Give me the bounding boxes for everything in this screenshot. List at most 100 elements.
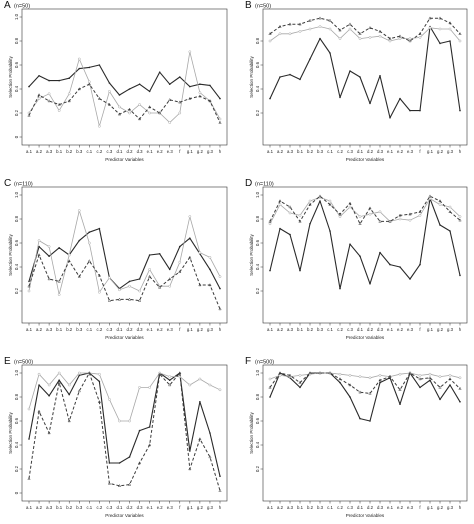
data-point-dotted xyxy=(148,386,151,389)
data-point-solid xyxy=(379,75,381,77)
data-point-dotted xyxy=(57,293,61,296)
data-point-dashed xyxy=(97,96,101,100)
y-tick-label: 0.2 xyxy=(255,287,260,294)
data-point-solid xyxy=(118,94,121,96)
series-line-solid xyxy=(28,228,221,290)
data-point-dashed xyxy=(448,377,452,381)
data-point-dashed xyxy=(288,205,292,209)
x-tick-label: a.2 xyxy=(277,327,284,332)
x-axis-label: Predictor Variables xyxy=(346,157,385,162)
x-tick-label: e.1 xyxy=(147,505,154,510)
data-point-solid xyxy=(88,231,91,233)
x-tick-label: a.1 xyxy=(267,327,274,332)
x-tick-label: b.1 xyxy=(297,505,304,510)
data-point-solid xyxy=(38,75,40,77)
data-point-dotted xyxy=(188,383,192,387)
data-point-dotted xyxy=(338,37,342,40)
data-point-dotted xyxy=(298,214,302,217)
data-point-solid xyxy=(209,432,211,434)
data-point-dotted xyxy=(138,289,141,293)
data-point-dashed xyxy=(178,100,182,104)
data-point-dotted xyxy=(138,386,141,389)
data-point-dotted xyxy=(438,27,442,31)
data-point-dashed xyxy=(47,277,51,281)
data-point-solid xyxy=(219,287,221,290)
x-tick-label: a.1 xyxy=(26,149,33,154)
data-point-solid xyxy=(299,78,301,81)
data-point-dashed xyxy=(398,213,402,217)
data-point-dashed xyxy=(278,24,282,28)
x-tick-label: e.2 xyxy=(397,327,404,332)
x-tick-label: g.2 xyxy=(197,327,204,332)
x-tick-label: g.2 xyxy=(437,327,444,332)
x-tick-label: g.1 xyxy=(427,149,434,154)
plot-frame xyxy=(21,186,228,324)
data-point-dotted xyxy=(47,92,51,96)
x-tick-label: d.2 xyxy=(127,149,134,154)
data-point-solid xyxy=(138,429,141,432)
y-tick-label: 0.4 xyxy=(255,263,260,270)
x-tick-label: e.2 xyxy=(157,149,164,154)
data-point-solid xyxy=(369,102,371,105)
data-point-dotted xyxy=(418,374,422,377)
series-line-dotted xyxy=(269,196,461,224)
data-point-solid xyxy=(118,462,121,464)
data-point-dotted xyxy=(67,92,71,96)
x-tick-label: c.3 xyxy=(347,149,353,154)
x-tick-label: c.2 xyxy=(97,327,103,332)
data-point-solid xyxy=(178,245,181,248)
data-point-dotted xyxy=(178,111,182,115)
data-point-solid xyxy=(399,97,401,100)
x-tick-label: e.1 xyxy=(387,149,394,154)
x-tick-label: d.3 xyxy=(377,505,384,510)
x-tick-label: h xyxy=(219,327,222,332)
data-point-dotted xyxy=(268,222,272,226)
x-tick-label: e.1 xyxy=(147,327,154,332)
data-point-dashed xyxy=(368,391,372,395)
x-tick-label: e.2 xyxy=(397,505,404,510)
data-point-dashed xyxy=(378,29,382,33)
data-point-dashed xyxy=(448,210,452,213)
data-point-dashed xyxy=(398,34,402,38)
data-point-dashed xyxy=(168,277,172,281)
x-tick-label: b.3 xyxy=(76,327,83,332)
data-point-dashed xyxy=(338,28,342,32)
y-tick-label: 0.4 xyxy=(255,85,260,92)
data-point-dashed xyxy=(318,16,322,20)
data-point-solid xyxy=(138,278,141,280)
x-tick-label: a.2 xyxy=(277,149,284,154)
data-point-dotted xyxy=(368,212,372,216)
data-point-dotted xyxy=(128,284,131,288)
data-point-dotted xyxy=(358,215,362,218)
data-point-dashed xyxy=(218,120,222,124)
data-point-solid xyxy=(269,269,271,272)
data-point-solid xyxy=(28,438,30,440)
data-point-solid xyxy=(399,266,401,268)
data-point-solid xyxy=(359,255,361,257)
data-point-dashed xyxy=(188,255,192,259)
data-point-dashed xyxy=(97,273,101,277)
x-tick-label: e.3 xyxy=(167,327,174,332)
y-tick-label: 0.2 xyxy=(14,109,19,116)
x-tick-label: a.1 xyxy=(267,149,274,154)
x-tick-label: g.3 xyxy=(207,149,214,154)
series-line-solid xyxy=(28,64,221,99)
data-point-dashed xyxy=(328,18,332,22)
data-point-dashed xyxy=(298,22,302,26)
x-tick-label: b.3 xyxy=(76,149,83,154)
data-point-dotted xyxy=(348,205,352,209)
x-tick-label: d.1 xyxy=(357,149,364,154)
x-tick-label: d.3 xyxy=(377,327,384,332)
data-point-solid xyxy=(429,379,431,382)
data-point-dashed xyxy=(67,419,71,423)
data-point-dashed xyxy=(57,380,61,384)
y-tick-label: 0.2 xyxy=(14,287,19,294)
x-tick-label: d.1 xyxy=(357,327,364,332)
data-point-dashed xyxy=(107,481,112,485)
data-point-dashed xyxy=(358,390,362,394)
x-tick-label: d.2 xyxy=(127,327,134,332)
x-tick-label: g.1 xyxy=(427,327,434,332)
x-tick-label: b.1 xyxy=(56,505,63,510)
data-point-dotted xyxy=(438,203,442,206)
